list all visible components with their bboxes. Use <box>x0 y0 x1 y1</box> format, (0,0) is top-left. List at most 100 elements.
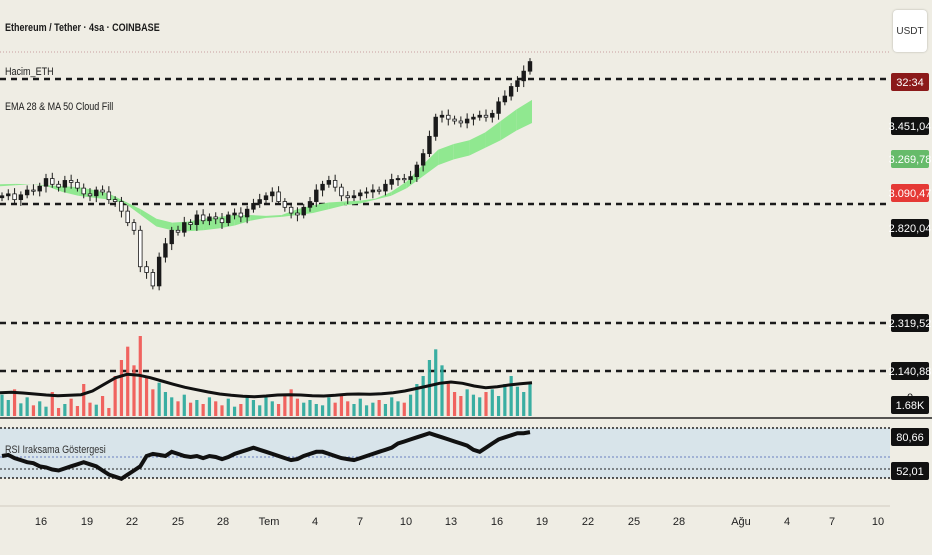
time-label: 4 <box>784 516 790 528</box>
volume-bar <box>364 405 369 416</box>
volume-bar <box>94 404 98 416</box>
cloud-segment <box>500 109 517 141</box>
candle <box>24 189 30 196</box>
price-label: 32:34 <box>896 77 924 89</box>
time-label: 28 <box>217 516 229 528</box>
candle <box>464 118 470 124</box>
volume-bar <box>157 382 161 416</box>
candle <box>345 195 350 199</box>
candle <box>138 229 143 268</box>
volume-bar <box>427 360 432 416</box>
volume-bar <box>245 396 249 416</box>
candle <box>119 201 124 212</box>
time-label: 22 <box>126 516 138 528</box>
price-label: 2.319,52 <box>889 318 932 330</box>
volume-bar <box>496 396 501 416</box>
price-label-bg <box>891 117 929 135</box>
volume-bar <box>346 401 350 416</box>
volume-indicator-label[interactable]: Hacim_ETH <box>5 66 54 78</box>
chart-title: Ethereum / Tether · 4sa · COINBASE <box>5 22 160 34</box>
volume-bar <box>119 360 124 416</box>
volume-bar <box>258 405 262 416</box>
volume-bar <box>415 384 419 416</box>
cloud-indicator-label[interactable]: EMA 28 & MA 50 Cloud Fill <box>5 101 114 113</box>
volume-bar <box>232 406 237 416</box>
rsi-line <box>1 430 531 482</box>
price-label-bg <box>891 184 929 202</box>
candle <box>75 181 80 189</box>
rsi-indicator-label[interactable]: RSI Iraksama Göstergesi <box>5 444 106 456</box>
volume-bar <box>276 404 281 416</box>
candle <box>232 212 237 216</box>
price-label: 3.090,47 <box>889 188 932 200</box>
volume-bar <box>339 396 344 416</box>
candle <box>326 180 332 185</box>
volume-bar <box>371 402 375 416</box>
candle <box>251 203 256 210</box>
candle <box>427 135 432 155</box>
volume-bar <box>289 389 293 416</box>
volume-bar <box>12 389 17 416</box>
candle <box>226 214 231 224</box>
volume-bar <box>522 392 526 416</box>
volume-bar <box>25 397 29 416</box>
price-label-bg <box>891 219 929 237</box>
volume-bar <box>358 398 362 416</box>
volume-bar <box>226 398 230 416</box>
volume-bar <box>82 384 86 416</box>
volume-bar <box>163 392 168 416</box>
candle <box>471 116 476 120</box>
candle <box>370 189 376 193</box>
candle <box>295 212 300 216</box>
cloud-segment <box>391 181 407 196</box>
cloud-segment <box>234 214 251 226</box>
volume-bar <box>528 382 532 416</box>
candle <box>376 189 382 192</box>
cloud-segment <box>0 183 16 187</box>
candle <box>6 193 11 197</box>
cloud-segment <box>125 201 141 215</box>
volume-bar <box>132 365 136 416</box>
volume-bar <box>264 397 268 416</box>
candle <box>43 178 49 187</box>
volume-bar <box>471 394 476 416</box>
volume-bar <box>75 406 80 416</box>
candle <box>238 212 244 218</box>
cloud-segment <box>453 140 470 160</box>
price-label-bg <box>891 362 929 380</box>
candle <box>446 114 451 120</box>
candle <box>100 189 105 193</box>
currency-button[interactable]: USDT <box>893 10 927 52</box>
volume-bar <box>308 400 312 416</box>
volume-bar <box>408 394 413 416</box>
rsi-scale-label: 52,01 <box>896 466 924 478</box>
candle <box>358 192 363 197</box>
candle <box>37 185 42 192</box>
time-label: 10 <box>400 516 412 528</box>
volume-bar <box>465 389 469 416</box>
volume-bar <box>459 396 463 416</box>
candle <box>483 114 489 118</box>
candle <box>527 61 533 72</box>
time-label: 19 <box>536 516 548 528</box>
rsi-label-bg <box>891 428 929 446</box>
candle <box>508 86 514 97</box>
candle <box>395 178 401 181</box>
candle <box>263 195 269 201</box>
volume-bar <box>377 400 381 416</box>
candle <box>207 216 212 222</box>
volume-bar <box>352 404 356 416</box>
volume-bar <box>207 397 212 416</box>
volume-bar <box>63 404 67 416</box>
candle <box>276 191 281 202</box>
cloud-segment <box>485 121 501 148</box>
time-label: Tem <box>259 516 280 528</box>
volume-bar <box>214 401 218 416</box>
volume-bar <box>503 384 507 416</box>
candle <box>502 95 508 103</box>
cloud-segment <box>266 214 282 218</box>
time-label: 28 <box>673 516 685 528</box>
price-label: 3.269,78 <box>889 154 932 166</box>
cloud-segment <box>187 218 204 232</box>
